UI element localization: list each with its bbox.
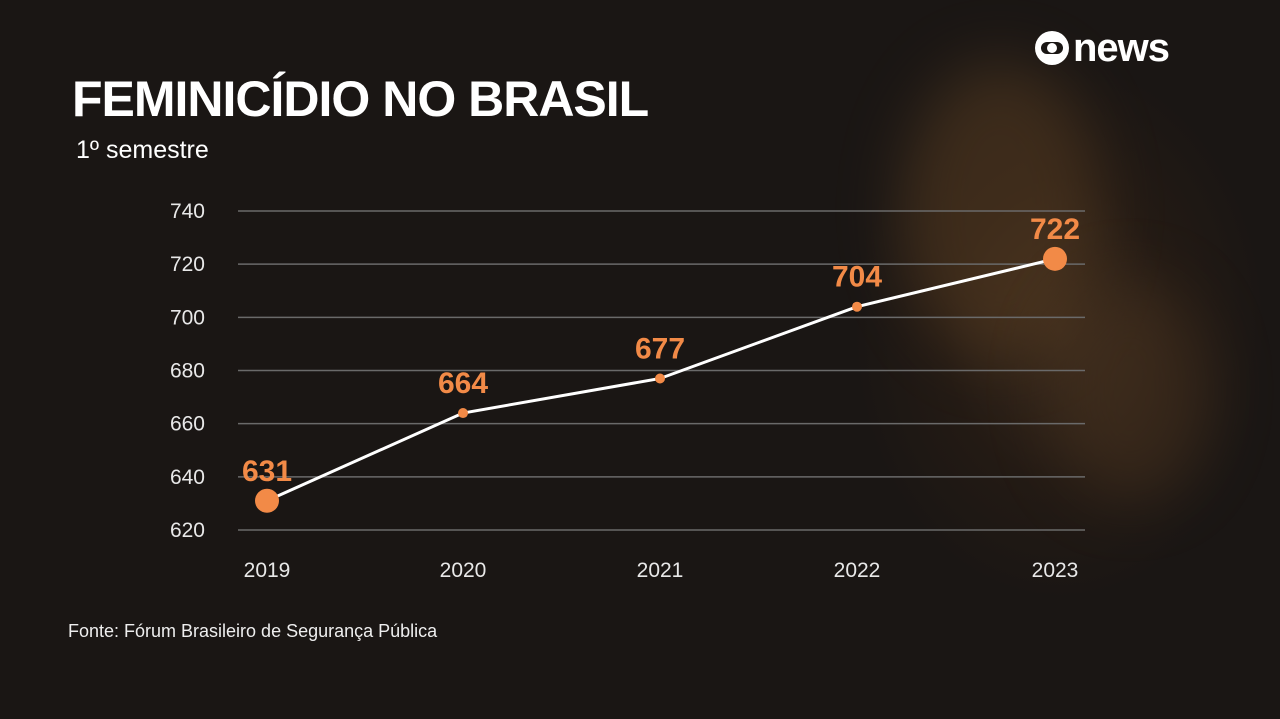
y-tick-label: 720	[170, 253, 205, 276]
x-tick-label: 2022	[834, 559, 881, 582]
background-glow	[900, 60, 1100, 360]
globonews-logo: news	[1035, 26, 1170, 70]
y-tick-label: 680	[170, 360, 205, 383]
data-point	[458, 408, 468, 419]
data-point	[655, 373, 665, 384]
y-tick-label: 700	[170, 306, 205, 329]
x-tick-label: 2023	[1032, 559, 1079, 582]
data-label: 704	[832, 261, 882, 294]
y-tick-label: 740	[170, 200, 205, 223]
x-tick-label: 2021	[637, 559, 684, 582]
data-label: 677	[635, 332, 685, 365]
source-note: Fonte: Fórum Brasileiro de Segurança Púb…	[68, 621, 438, 641]
data-point	[852, 301, 862, 312]
globo-logo-icon	[1035, 31, 1069, 65]
x-tick-label: 2020	[440, 559, 487, 582]
logo-text: news	[1073, 26, 1170, 70]
y-tick-label: 620	[170, 519, 205, 542]
data-label: 631	[242, 455, 292, 488]
chart-title: FEMINICÍDIO NO BRASIL	[72, 71, 649, 127]
chart-subtitle: 1º semestre	[76, 136, 209, 164]
data-label: 722	[1030, 213, 1080, 246]
y-tick-label: 640	[170, 466, 205, 489]
x-tick-label: 2019	[244, 559, 291, 582]
data-point	[1043, 246, 1067, 271]
data-label: 664	[438, 367, 488, 400]
data-point	[255, 488, 279, 513]
y-tick-label: 660	[170, 413, 205, 436]
